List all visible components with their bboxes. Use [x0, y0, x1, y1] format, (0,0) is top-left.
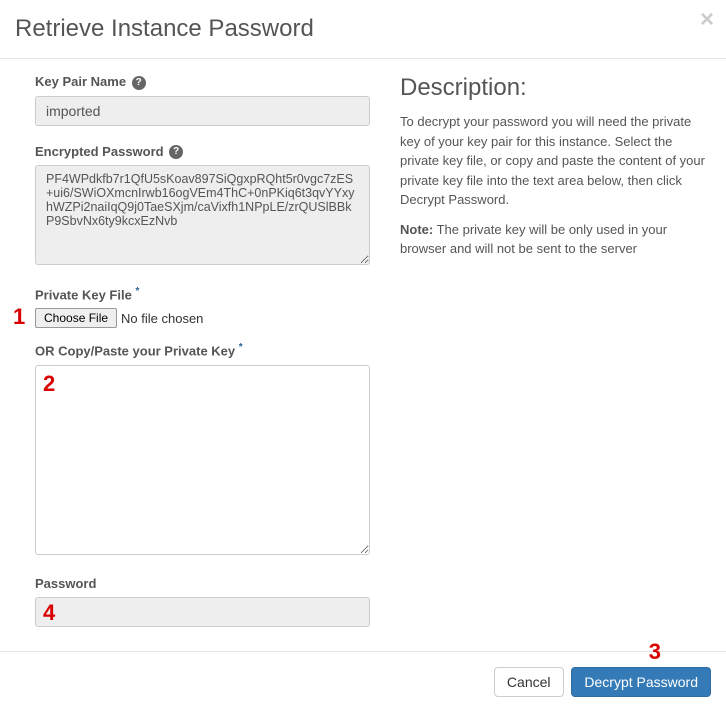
- encrypted-password-group: Encrypted Password ? PF4WPdkfb7r1QfU5sKo…: [35, 144, 370, 269]
- description-title: Description:: [400, 74, 711, 102]
- private-key-paste-group: OR Copy/Paste your Private Key * 2: [35, 342, 370, 557]
- encrypted-password-textarea[interactable]: PF4WPdkfb7r1QfU5sKoav897SiQgxpRQht5r0vgc…: [35, 165, 370, 265]
- annotation-1: 1: [13, 304, 25, 330]
- file-chosen-status: No file chosen: [121, 311, 203, 326]
- decrypt-password-button[interactable]: Decrypt Password: [571, 667, 711, 697]
- private-key-file-label-text: Private Key File: [35, 287, 132, 302]
- private-key-textarea[interactable]: [35, 365, 370, 555]
- cancel-button[interactable]: Cancel: [494, 667, 564, 697]
- description-column: Description: To decrypt your password yo…: [400, 74, 711, 631]
- required-asterisk: *: [239, 342, 243, 353]
- private-key-file-group: Private Key File * 1 Choose File No file…: [35, 286, 370, 328]
- note-text: The private key will be only used in you…: [400, 222, 667, 257]
- note-label: Note:: [400, 222, 433, 237]
- password-group: Password 4: [35, 576, 370, 627]
- password-label: Password: [35, 576, 370, 591]
- description-body: To decrypt your password you will need t…: [400, 112, 711, 210]
- modal-header: Retrieve Instance Password ×: [0, 0, 726, 59]
- key-pair-name-input: [35, 96, 370, 126]
- private-key-file-label: Private Key File *: [35, 286, 370, 302]
- form-column: Key Pair Name ? Encrypted Password ? PF4…: [35, 74, 370, 631]
- encrypted-password-label: Encrypted Password ?: [35, 144, 370, 160]
- close-icon[interactable]: ×: [700, 8, 714, 32]
- help-icon[interactable]: ?: [132, 76, 146, 90]
- encrypted-password-label-text: Encrypted Password: [35, 144, 164, 159]
- key-pair-name-label-text: Key Pair Name: [35, 74, 126, 89]
- password-output: [35, 597, 370, 627]
- private-key-paste-label-text: OR Copy/Paste your Private Key: [35, 344, 235, 359]
- description-note: Note: The private key will be only used …: [400, 220, 711, 259]
- key-pair-name-label: Key Pair Name ?: [35, 74, 370, 90]
- retrieve-password-modal: Retrieve Instance Password × Key Pair Na…: [0, 0, 726, 712]
- required-asterisk: *: [135, 286, 139, 297]
- modal-title: Retrieve Instance Password: [15, 15, 711, 43]
- choose-file-button[interactable]: Choose File: [35, 308, 117, 328]
- private-key-paste-label: OR Copy/Paste your Private Key *: [35, 342, 370, 358]
- modal-footer: Cancel Decrypt Password: [0, 651, 726, 712]
- help-icon[interactable]: ?: [169, 145, 183, 159]
- modal-body: Key Pair Name ? Encrypted Password ? PF4…: [0, 59, 726, 651]
- key-pair-name-group: Key Pair Name ?: [35, 74, 370, 126]
